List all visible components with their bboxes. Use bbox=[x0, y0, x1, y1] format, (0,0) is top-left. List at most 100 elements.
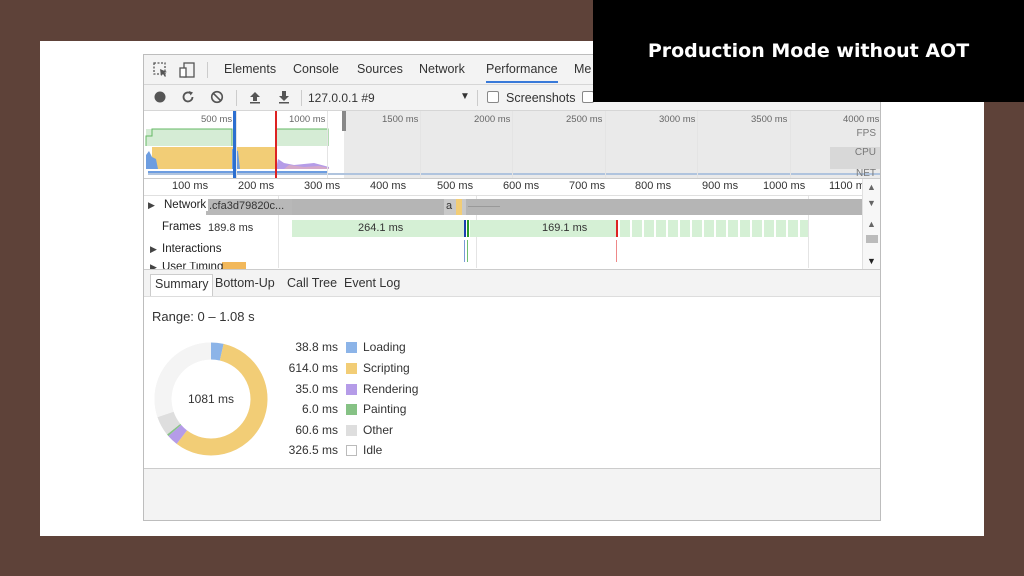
interactions-track[interactable]: ▶ Interactions bbox=[144, 240, 864, 262]
reload-icon[interactable] bbox=[180, 89, 196, 105]
track-gridline bbox=[808, 196, 809, 268]
frame-bar[interactable] bbox=[620, 220, 808, 237]
tab-call-tree[interactable]: Call Tree bbox=[287, 276, 338, 290]
overview-gridline bbox=[605, 111, 606, 178]
summary-pane: Range: 0 – 1.08 s 1081 ms 38.8 ms Loadin… bbox=[144, 297, 880, 469]
donut-slice-other bbox=[157, 411, 181, 435]
legend-item-loading: 38.8 ms Loading bbox=[274, 340, 474, 358]
net-label: NET bbox=[856, 168, 876, 179]
marker-line bbox=[464, 240, 465, 262]
tracks-scrollbar[interactable]: ▲ ▼ ▲ ▼ bbox=[862, 179, 880, 269]
network-request-label: .cfa3d79820c... bbox=[209, 200, 285, 212]
expand-arrow-icon[interactable]: ▶ bbox=[150, 244, 157, 254]
overview-tick-label: 2000 ms bbox=[474, 114, 511, 125]
expand-arrow-icon[interactable]: ▶ bbox=[148, 200, 155, 210]
scroll-up-icon[interactable]: ▲ bbox=[867, 219, 876, 229]
network-request-bar[interactable] bbox=[500, 199, 862, 215]
legend-name: Loading bbox=[363, 340, 406, 354]
ruler-tick: 700 ms bbox=[569, 180, 606, 192]
load-profile-icon[interactable] bbox=[247, 89, 263, 105]
legend-item-scripting: 614.0 ms Scripting bbox=[274, 361, 474, 379]
tabbar-divider bbox=[207, 62, 208, 78]
cpu-label: CPU bbox=[854, 147, 876, 158]
donut-slice-painting bbox=[167, 423, 182, 437]
donut-slice-idle bbox=[154, 342, 212, 418]
frame-bar[interactable] bbox=[292, 220, 464, 237]
ruler-tick: 1100 m bbox=[829, 180, 865, 192]
overview-gridline bbox=[236, 111, 237, 178]
network-request-bar[interactable] bbox=[206, 199, 292, 215]
scroll-up-icon[interactable]: ▲ bbox=[867, 182, 876, 192]
devtools-panel: Elements Console Sources Network Perform… bbox=[143, 54, 881, 521]
interactions-track-label: Interactions bbox=[162, 243, 222, 255]
tab-performance[interactable]: Performance bbox=[486, 62, 558, 83]
scrollbar-thumb[interactable] bbox=[866, 235, 878, 243]
network-track[interactable]: ▶ Network .cfa3d79820c... a bbox=[144, 196, 864, 218]
network-connector bbox=[468, 206, 500, 207]
legend-value: 326.5 ms bbox=[288, 443, 338, 457]
overview-gridline bbox=[420, 111, 421, 178]
ruler-tick: 400 ms bbox=[370, 180, 407, 192]
record-icon[interactable] bbox=[152, 89, 168, 105]
legend-swatch bbox=[346, 425, 357, 436]
overview-gridline bbox=[327, 111, 328, 178]
details-tabbar: Summary Bottom-Up Call Tree Event Log bbox=[144, 269, 880, 297]
user-timing-bar[interactable] bbox=[222, 262, 246, 270]
time-ruler: 100 ms 200 ms 300 ms 400 ms 500 ms 600 m… bbox=[144, 179, 865, 196]
tab-sources[interactable]: Sources bbox=[357, 62, 403, 76]
user-timing-track[interactable]: ▶ User Timing bbox=[144, 262, 864, 270]
overview-tick-label: 1000 ms bbox=[289, 114, 326, 125]
donut-total: 1081 ms bbox=[187, 392, 235, 406]
scroll-down-icon[interactable]: ▼ bbox=[867, 198, 876, 208]
slide-title: Production Mode without AOT bbox=[593, 0, 1024, 102]
ruler-tick: 300 ms bbox=[304, 180, 341, 192]
screenshots-label: Screenshots bbox=[506, 91, 576, 105]
summary-donut bbox=[154, 342, 268, 456]
profile-select[interactable]: 127.0.0.1 #9 bbox=[308, 91, 375, 105]
ruler-tick: 900 ms bbox=[702, 180, 739, 192]
tab-console[interactable]: Console bbox=[293, 62, 339, 76]
clear-icon[interactable] bbox=[209, 89, 225, 105]
save-profile-icon[interactable] bbox=[276, 89, 292, 105]
overview-tick-label: 3000 ms bbox=[659, 114, 696, 125]
tab-bottom-up[interactable]: Bottom-Up bbox=[215, 276, 275, 290]
timeline-tracks: ▶ Network .cfa3d79820c... a Frames 189.8… bbox=[144, 196, 864, 270]
overview-gridline bbox=[512, 111, 513, 178]
ruler-tick: 600 ms bbox=[503, 180, 540, 192]
devtools-footer bbox=[144, 469, 880, 520]
frame-marker bbox=[467, 220, 469, 237]
legend-name: Rendering bbox=[363, 382, 419, 396]
tab-memory[interactable]: Me bbox=[574, 62, 592, 76]
legend-name: Other bbox=[363, 423, 394, 437]
network-track-label: Network bbox=[162, 199, 209, 211]
overview-tick-label: 500 ms bbox=[201, 114, 233, 125]
frame-bar[interactable] bbox=[470, 220, 616, 237]
tab-network[interactable]: Network bbox=[419, 62, 465, 76]
ruler-tick: 500 ms bbox=[437, 180, 474, 192]
device-toolbar-icon[interactable] bbox=[178, 61, 196, 79]
tab-event-log[interactable]: Event Log bbox=[344, 276, 401, 290]
chevron-down-icon[interactable]: ▼ bbox=[460, 91, 470, 102]
marker-line bbox=[616, 240, 617, 262]
tab-elements[interactable]: Elements bbox=[224, 62, 277, 76]
scroll-down-icon[interactable]: ▼ bbox=[867, 256, 876, 266]
legend-item-rendering: 35.0 ms Rendering bbox=[274, 382, 474, 400]
timeline-overview[interactable]: 500 ms 1000 ms 1500 ms 2000 ms 2500 ms 3… bbox=[144, 111, 880, 179]
expand-arrow-icon[interactable]: ▶ bbox=[150, 262, 157, 270]
inspect-element-icon[interactable] bbox=[152, 61, 170, 79]
legend-name: Idle bbox=[363, 443, 383, 457]
donut-slice-scripting bbox=[176, 343, 268, 456]
legend-item-painting: 6.0 ms Painting bbox=[274, 402, 474, 420]
fps-label: FPS bbox=[856, 128, 876, 139]
tab-summary[interactable]: Summary bbox=[150, 274, 214, 296]
network-request-bar[interactable] bbox=[456, 199, 462, 215]
frames-track[interactable]: Frames 189.8 ms 264.1 ms 169.1 ms bbox=[144, 218, 864, 240]
toolbar-divider bbox=[477, 90, 478, 106]
frame-marker bbox=[464, 220, 466, 237]
ruler-tick: 200 ms bbox=[238, 180, 275, 192]
legend-swatch bbox=[346, 363, 357, 374]
overview-gridline bbox=[697, 111, 698, 178]
screenshots-checkbox[interactable] bbox=[487, 91, 499, 103]
slide-title-text: Production Mode without AOT bbox=[647, 40, 970, 62]
frame-duration: 169.1 ms bbox=[542, 222, 588, 234]
